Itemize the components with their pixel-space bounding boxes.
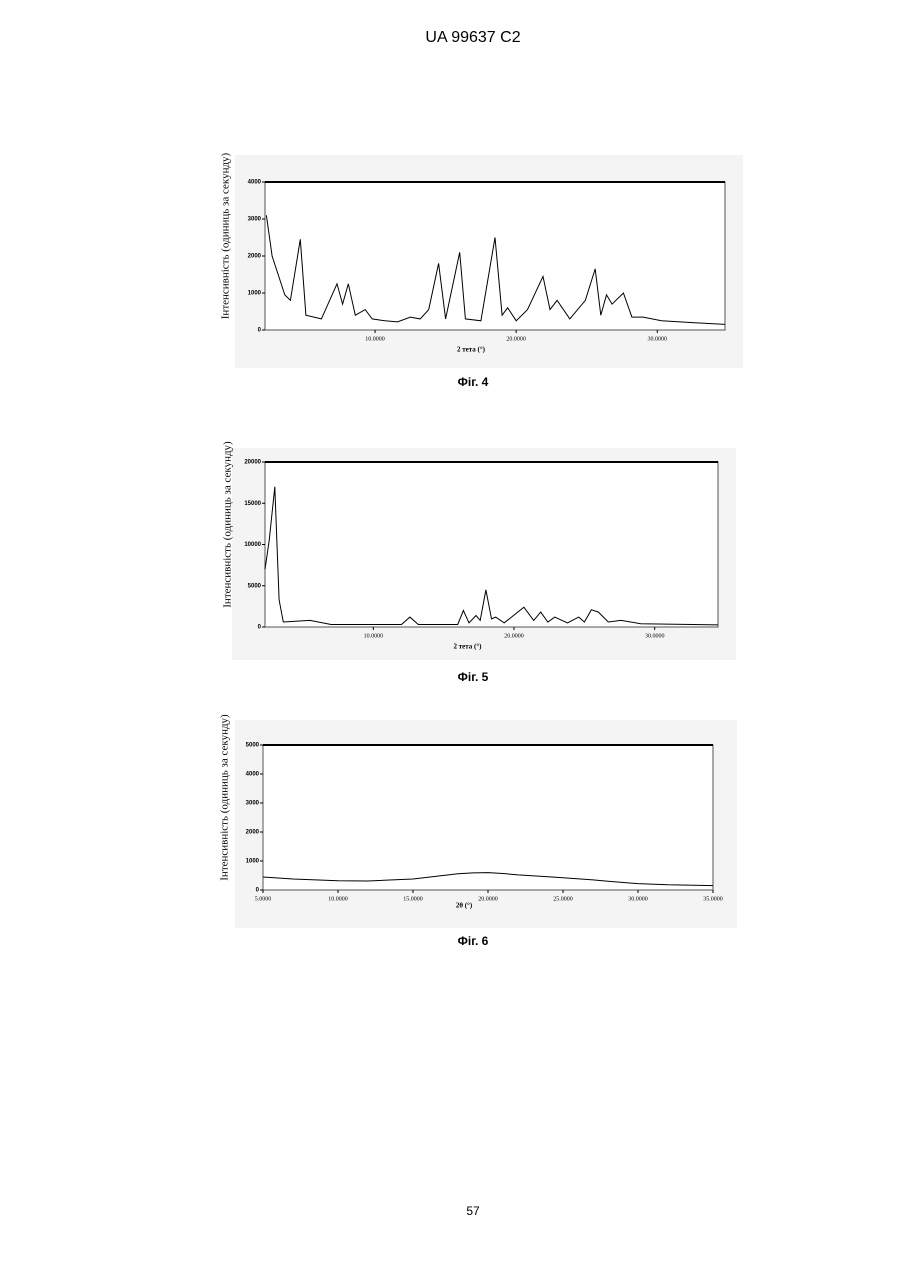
- plot-area: [265, 462, 718, 627]
- x-tick-label: 10.0000: [364, 633, 384, 639]
- y-tick-label: 5000: [248, 583, 262, 589]
- x-axis-label: 2 тета (°): [453, 643, 482, 651]
- y-axis-label: Інтенсивність (одиниць за секунду): [220, 152, 232, 319]
- y-tick-label: 3000: [246, 801, 260, 807]
- x-tick-label: 10.0000: [365, 336, 385, 342]
- x-axis-label: 2 тета (°): [457, 346, 486, 354]
- page: UA 99637 C2 57 0100020003000400010.00002…: [0, 0, 901, 1273]
- y-tick-label: 3000: [248, 217, 262, 223]
- x-tick-label: 20.0000: [506, 336, 526, 342]
- y-tick-label: 10000: [244, 542, 261, 548]
- y-tick-label: 2000: [246, 830, 260, 836]
- x-tick-label: 20.0000: [478, 896, 498, 902]
- y-tick-label: 1000: [246, 859, 260, 865]
- plot-area: [265, 182, 725, 330]
- x-tick-label: 30.0000: [648, 336, 668, 342]
- y-tick-label: 2000: [248, 254, 262, 260]
- x-tick-label: 30.0000: [628, 896, 648, 902]
- x-tick-label: 35.0000: [703, 896, 723, 902]
- y-tick-label: 15000: [244, 501, 261, 507]
- figure-caption: Фіг. 5: [458, 670, 489, 684]
- y-tick-label: 4000: [246, 772, 260, 778]
- x-tick-label: 20.0000: [504, 633, 524, 639]
- figure-caption: Фіг. 6: [458, 934, 489, 948]
- y-tick-label: 5000: [246, 743, 260, 749]
- y-tick-label: 20000: [244, 460, 261, 466]
- y-tick-label: 1000: [248, 291, 262, 297]
- x-tick-label: 25.0000: [553, 896, 573, 902]
- x-axis-label: 2θ (°): [456, 902, 473, 910]
- y-axis-label: Інтенсивність (одиниць за секунду): [222, 441, 234, 608]
- x-tick-label: 5.0000: [255, 896, 272, 902]
- plot-area: [263, 745, 713, 890]
- page-number: 57: [466, 1204, 480, 1218]
- x-tick-label: 10.0000: [328, 896, 348, 902]
- figure-caption: Фіг. 4: [458, 375, 489, 389]
- x-tick-label: 30.0000: [645, 633, 665, 639]
- x-tick-label: 15.0000: [403, 896, 423, 902]
- y-tick-label: 4000: [248, 180, 262, 186]
- header: UA 99637 C2: [425, 29, 520, 46]
- y-axis-label: Інтенсивність (одиниць за секунду): [219, 714, 231, 881]
- document-page: UA 99637 C2 57 0100020003000400010.00002…: [0, 0, 901, 1273]
